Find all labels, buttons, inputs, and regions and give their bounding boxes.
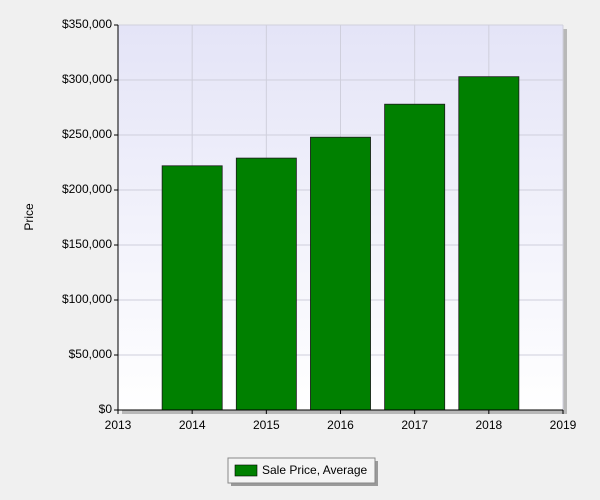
y-tick-label: $100,000 [62,292,112,306]
y-tick-label: $0 [99,402,113,416]
legend-label: Sale Price, Average [262,463,368,477]
bar [384,103,446,411]
bar [235,157,297,411]
x-tick-label: 2013 [105,418,132,432]
x-tick-label: 2019 [550,418,577,432]
y-tick-label: $200,000 [62,182,112,196]
bar [161,165,223,411]
x-tick-label: 2016 [327,418,354,432]
y-tick-label: $300,000 [62,72,112,86]
legend: Sale Price, Average [227,457,378,486]
bar [458,76,520,411]
x-tick-label: 2017 [401,418,428,432]
y-tick-label: $150,000 [62,237,112,251]
y-tick-label: $350,000 [62,17,112,31]
y-axis-label: Price [22,203,36,231]
y-tick-label: $50,000 [69,347,113,361]
legend-box [227,457,376,484]
x-tick-label: 2018 [475,418,502,432]
y-tick-label: $250,000 [62,127,112,141]
x-tick-label: 2015 [253,418,280,432]
bar [310,136,371,411]
x-tick-label: 2014 [179,418,206,432]
legend-swatch [234,464,258,477]
